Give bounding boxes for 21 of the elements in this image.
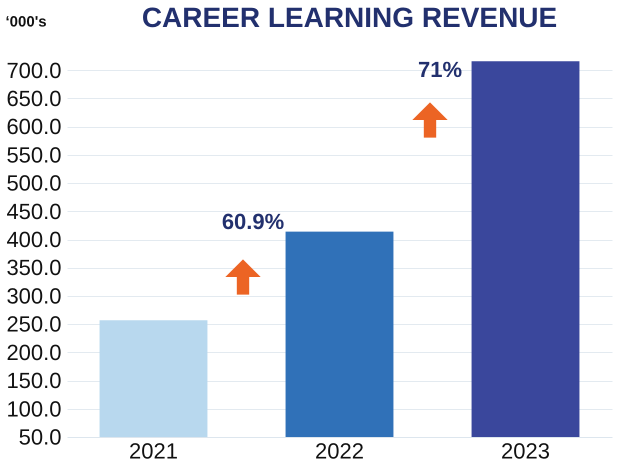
y-tick-label: 350.0	[6, 255, 62, 280]
y-tick-label: 400.0	[6, 227, 62, 252]
y-axis-title: ‘000's	[6, 14, 47, 30]
chart-title: CAREER LEARNING REVENUE	[142, 2, 558, 33]
annotation: 71%	[418, 57, 462, 82]
y-tick-label: 600.0	[6, 114, 62, 140]
y-tick-label: 150.0	[6, 368, 62, 394]
y-tick-label: 650.0	[6, 86, 62, 111]
y-tick-label: 700.0	[6, 58, 62, 83]
y-tick-label: 450.0	[6, 198, 62, 224]
y-tick-label: 500.0	[6, 170, 62, 196]
y-tick-label: 100.0	[6, 396, 62, 422]
y-tick-label: 50.0	[18, 424, 62, 450]
y-tick-label: 200.0	[6, 340, 62, 365]
y-tick-label: 300.0	[6, 283, 62, 308]
y-tick-label: 250.0	[6, 312, 62, 337]
x-tick-label: 2023	[501, 438, 550, 464]
annotation: 60.9%	[222, 209, 284, 234]
x-tick-label: 2021	[129, 438, 178, 464]
x-tick-label: 2022	[315, 438, 364, 464]
y-tick-label: 550.0	[6, 142, 62, 168]
